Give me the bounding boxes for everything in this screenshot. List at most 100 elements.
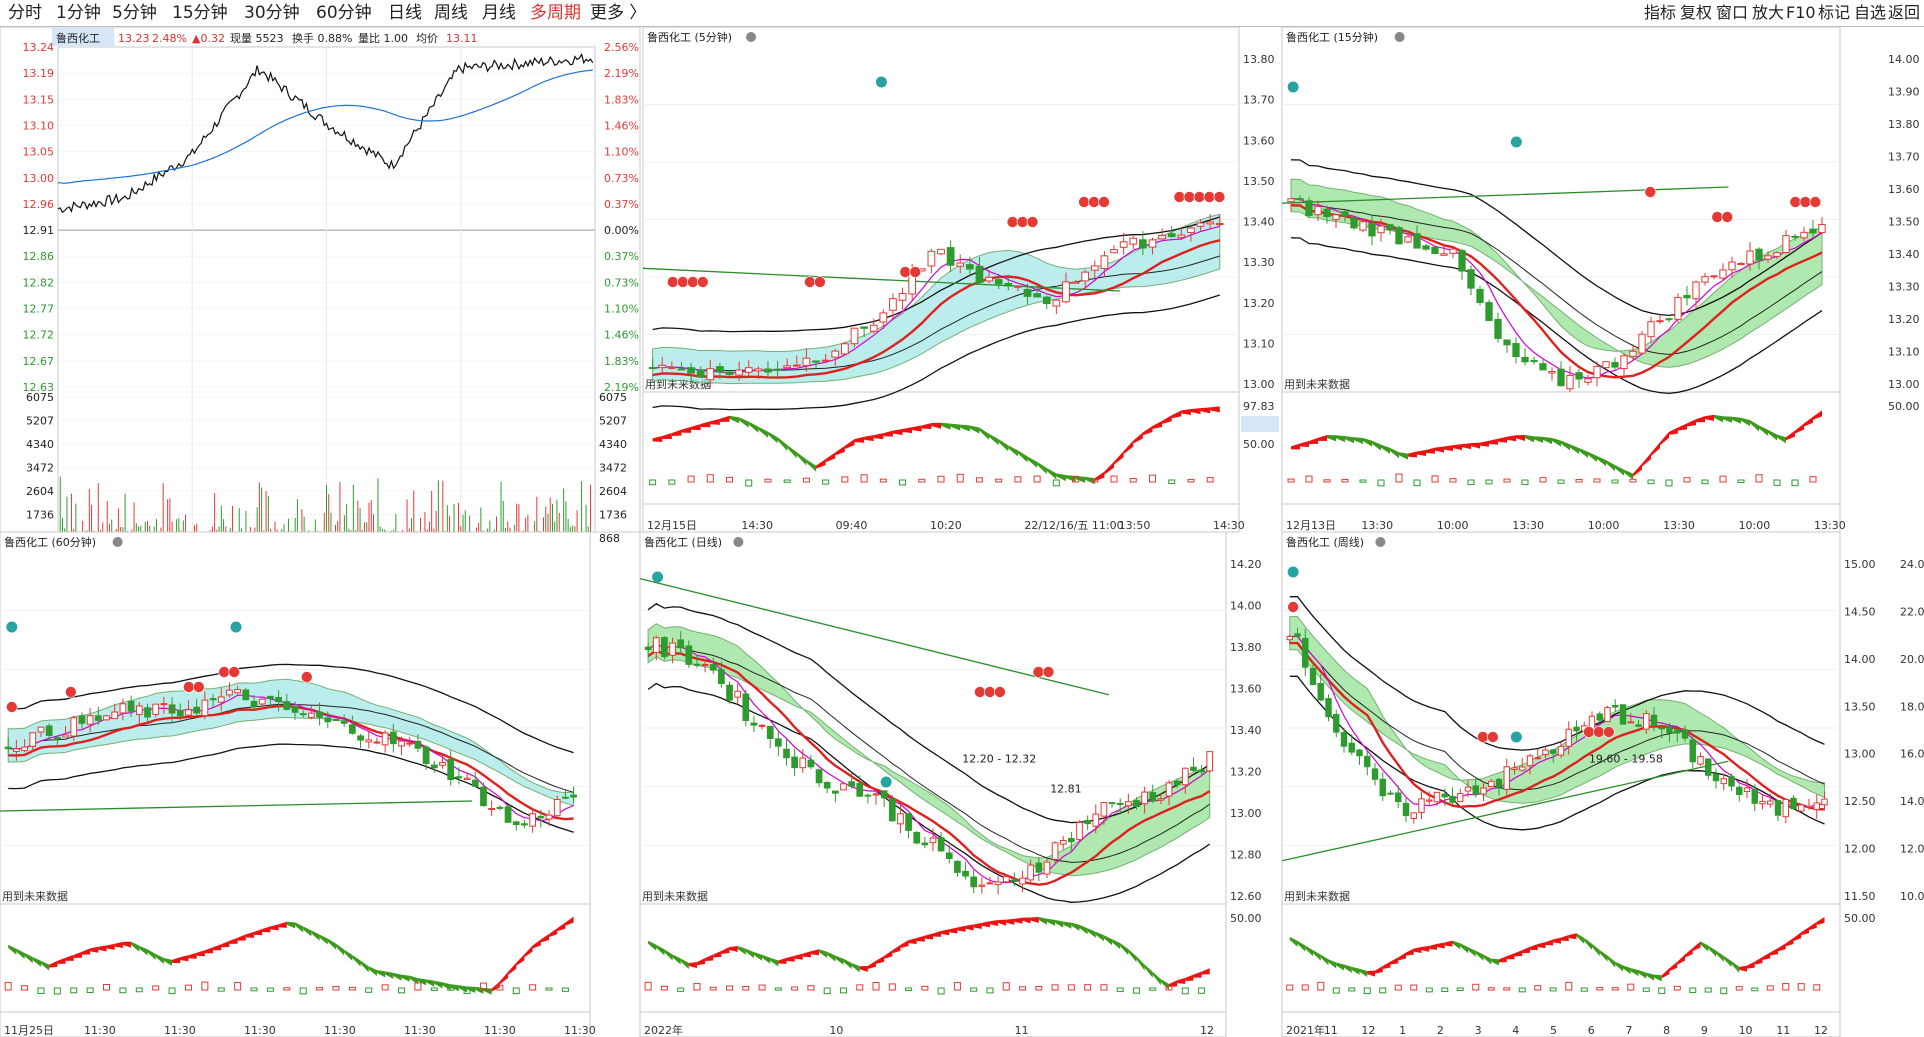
osc-ribbon — [426, 979, 435, 987]
osc-ribbon — [810, 949, 820, 956]
osc-bar — [742, 986, 750, 991]
osc-bar — [841, 476, 849, 483]
chevron-down-icon[interactable] — [733, 537, 744, 547]
osc-ribbon — [941, 929, 950, 936]
toolbar-button-7[interactable]: 返回 — [1888, 3, 1921, 22]
candle-body — [1720, 778, 1727, 785]
osc-bar — [937, 475, 945, 483]
toolbar-button-0[interactable]: 指标 — [1644, 3, 1677, 22]
panel-pweek: 鲁西化工 (周线) 用到未来数据 15.00 14.50 14.00 13.50 13.00… — [1281, 531, 1924, 1037]
osc-bar — [975, 477, 983, 483]
osc-bar — [1187, 478, 1195, 483]
osc-ribbon — [713, 950, 722, 958]
osc-ribbon — [1142, 425, 1153, 436]
osc-ribbon — [941, 422, 951, 430]
sell-signal-icon — [1644, 186, 1657, 198]
toolbar-button-5[interactable]: 标记 — [1818, 3, 1851, 22]
osc-ribbon — [1801, 927, 1809, 936]
ma-magenta-line — [647, 642, 1211, 884]
osc-bar — [414, 982, 422, 991]
price-tick: 12.63 — [23, 381, 55, 394]
candle-body — [1449, 248, 1457, 254]
osc-ribbon — [319, 934, 328, 945]
toolbar-button-1[interactable]: 复权 — [1680, 3, 1713, 22]
osc-ribbon — [1654, 974, 1662, 982]
osc-ribbon — [931, 422, 941, 429]
osc-ribbon — [1576, 933, 1585, 945]
boll-upper — [8, 663, 574, 754]
buy-signal-icon — [1287, 566, 1299, 578]
x-axis-label: 8 — [1663, 1024, 1670, 1037]
osc-ribbon — [1169, 980, 1178, 988]
candle-body — [1712, 773, 1720, 782]
candle-body — [1165, 782, 1173, 797]
osc-ribbon — [1075, 476, 1086, 483]
right-tick: 12.00 — [1900, 843, 1924, 856]
candle-body — [709, 664, 717, 671]
period-tab-2[interactable]: 5分钟 — [112, 3, 157, 23]
period-tab-7[interactable]: 周线 — [434, 3, 468, 23]
chevron-down-icon[interactable] — [746, 32, 756, 42]
period-tab-4[interactable]: 30分钟 — [244, 3, 300, 23]
chevron-down-icon[interactable] — [112, 537, 123, 547]
osc-ribbon — [1398, 952, 1406, 961]
candle-body — [127, 700, 135, 712]
osc-bar — [677, 987, 685, 992]
candle-body — [1068, 838, 1075, 843]
period-tab-0[interactable]: 分时 — [8, 3, 42, 23]
candle-body — [1314, 206, 1322, 216]
osc-ribbon — [1514, 950, 1523, 957]
period-tab-6[interactable]: 日线 — [388, 3, 422, 23]
osc-bar — [496, 984, 504, 991]
candle-body — [103, 715, 110, 721]
toolbar-button-6[interactable]: 自选 — [1854, 3, 1887, 22]
price-tick: 13.00 — [1230, 807, 1262, 820]
period-tab-9[interactable]: 多周期 — [530, 3, 581, 23]
period-tab-3[interactable]: 15分钟 — [172, 3, 228, 23]
osc-bar — [660, 985, 668, 991]
candle-body — [946, 247, 955, 266]
vol-tick-right: 1736 — [599, 509, 627, 522]
osc-ribbon — [864, 435, 874, 442]
vol-tick: 4340 — [26, 438, 54, 451]
price-tick: 12.72 — [23, 329, 55, 342]
candle-body — [193, 706, 201, 714]
osc-bar — [1487, 987, 1495, 991]
osc-ribbon — [1406, 948, 1414, 956]
osc-bar — [332, 986, 340, 991]
sell-signal-icon — [1078, 196, 1090, 208]
sell-signal-icon — [1477, 731, 1489, 743]
period-tab-8[interactable]: 月线 — [482, 3, 516, 23]
x-axis-label: 13:30 — [1663, 519, 1695, 532]
period-tab-1[interactable]: 1分钟 — [56, 3, 101, 23]
osc-bar — [1809, 476, 1817, 483]
candle-body — [1332, 214, 1340, 220]
osc-ribbon — [1152, 420, 1163, 429]
osc-ribbon — [1103, 935, 1113, 946]
toolbar-button-3[interactable]: 放大 — [1752, 3, 1785, 22]
osc-ribbon — [1390, 447, 1399, 459]
osc-bar — [879, 478, 887, 483]
period-tab-5[interactable]: 60分钟 — [316, 3, 372, 23]
osc-ribbon — [286, 921, 295, 929]
sell-signal-icon — [1016, 216, 1029, 228]
candle-body — [398, 740, 405, 747]
toolbar-button-2[interactable]: 窗口 — [1716, 3, 1749, 22]
toolbar-button-4[interactable]: F10 — [1786, 3, 1816, 22]
osc-ribbon — [1460, 943, 1468, 954]
chevron-down-icon[interactable] — [1394, 32, 1405, 42]
period-tab-10[interactable]: 更多 〉 — [590, 3, 647, 23]
candle-body — [389, 731, 397, 745]
candle-body — [365, 739, 373, 743]
candle-body — [799, 757, 807, 769]
candle-body — [1697, 756, 1704, 765]
osc-ribbon — [1615, 961, 1623, 972]
candle-body — [1418, 798, 1425, 813]
ma-band — [1290, 178, 1823, 368]
osc-bar — [905, 987, 913, 992]
candle-body — [994, 881, 1002, 886]
osc-bar — [103, 983, 111, 991]
chevron-down-icon[interactable] — [1375, 537, 1386, 547]
osc-ribbon — [1499, 956, 1507, 963]
osc-ribbon — [1597, 456, 1606, 467]
